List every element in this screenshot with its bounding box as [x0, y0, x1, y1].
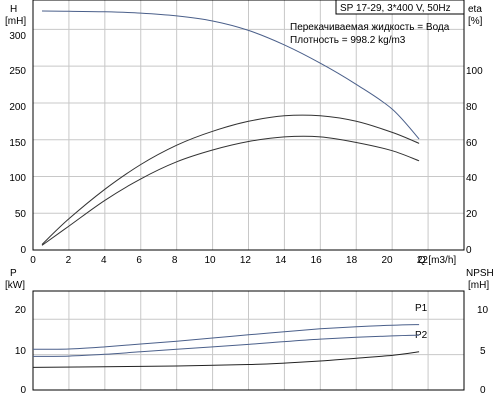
main-plot-frame: [32, 0, 465, 251]
power-axis-label: P: [10, 268, 17, 279]
liquid-annotation: Перекачиваемая жидкость = Вода: [290, 22, 450, 33]
power-grid: [32, 291, 464, 391]
density-annotation: Плотность = 998.2 kg/m3: [290, 35, 406, 46]
eta-tick-label: 60: [466, 138, 478, 149]
p2-power-curve: [32, 334, 420, 357]
power-axis-unit: [kW]: [5, 280, 25, 291]
y-tick-label: 250: [9, 66, 26, 77]
p1-series-label: P1: [415, 303, 428, 314]
x-tick-label: 16: [311, 255, 323, 266]
y-tick-label: 200: [9, 102, 26, 113]
power-plot-frame: [32, 290, 465, 391]
x-tick-label: 10: [204, 255, 216, 266]
y-tick-label: 0: [20, 245, 26, 256]
x-tick-label: 6: [136, 255, 142, 266]
x-tick-label: 2: [66, 255, 72, 266]
x-axis-label: Q [m3/h]: [418, 255, 457, 266]
npsh-axis-label: NPSH: [466, 268, 494, 279]
eta-tick-label: 100: [466, 66, 483, 77]
efficiency-axis-label: eta: [468, 4, 482, 15]
efficiency-axis-tick-labels: 0 20 40 60 80 100: [466, 66, 483, 256]
eta-tick-label: 20: [466, 209, 478, 220]
npsh-axis-unit: [mH]: [468, 280, 489, 291]
main-x-tick-labels: 0 2 4 6 8 10 12 14 16 18 20 22: [30, 255, 428, 266]
x-tick-label: 14: [275, 255, 287, 266]
efficiency-axis-unit: [%]: [468, 16, 483, 27]
y-tick-label: 300: [9, 31, 26, 42]
pump-model-box-frame: [335, 0, 465, 15]
x-tick-label: 0: [30, 255, 36, 266]
power-npsh-panel: 0 10 20 P [kW] 0 5 10 NPSH [mH] P1 P2: [5, 268, 494, 396]
x-tick-label: 8: [172, 255, 178, 266]
power-curves: [32, 324, 420, 368]
eta-tick-label: 80: [466, 102, 478, 113]
y-tick-label: 50: [15, 209, 27, 220]
x-tick-label: 22: [417, 255, 429, 266]
x-tick-label: 4: [101, 255, 107, 266]
power-axis-tick-labels: 0 10 20: [15, 305, 27, 396]
npsh-tick-label: 5: [480, 346, 486, 357]
npsh-curve: [32, 351, 420, 368]
npsh-tick-label: 10: [477, 305, 489, 316]
p-tick-label: 0: [20, 385, 26, 396]
efficiency-curve-upper: [41, 114, 420, 245]
main-curves: [41, 10, 420, 246]
y-tick-label: 100: [9, 173, 26, 184]
x-tick-label: 20: [381, 255, 393, 266]
p-tick-label: 20: [15, 305, 27, 316]
head-axis-label: H: [10, 4, 17, 15]
y-tick-label: 150: [9, 138, 26, 149]
head-curve: [41, 10, 420, 140]
pump-model-label: SP 17-29, 3*400 V, 50Hz: [340, 3, 451, 14]
head-axis-tick-labels: 0 50 100 150 200 250 300: [9, 31, 26, 256]
main-chart-panel: 0 2 4 6 8 10 12 14 16 18 20 22 Q [m3/h] …: [5, 0, 483, 266]
p1-power-curve: [32, 324, 420, 350]
eta-tick-label: 0: [466, 245, 472, 256]
head-axis-unit: [mH]: [5, 16, 26, 27]
x-tick-label: 18: [346, 255, 358, 266]
efficiency-curve-lower: [41, 135, 420, 246]
npsh-axis-tick-labels: 0 5 10: [477, 305, 489, 396]
p2-series-label: P2: [415, 330, 428, 341]
pump-model-box: SP 17-29, 3*400 V, 50Hz: [335, 0, 465, 15]
npsh-tick-label: 0: [480, 385, 486, 396]
eta-tick-label: 40: [466, 173, 478, 184]
p-tick-label: 10: [15, 346, 27, 357]
x-tick-label: 12: [240, 255, 252, 266]
